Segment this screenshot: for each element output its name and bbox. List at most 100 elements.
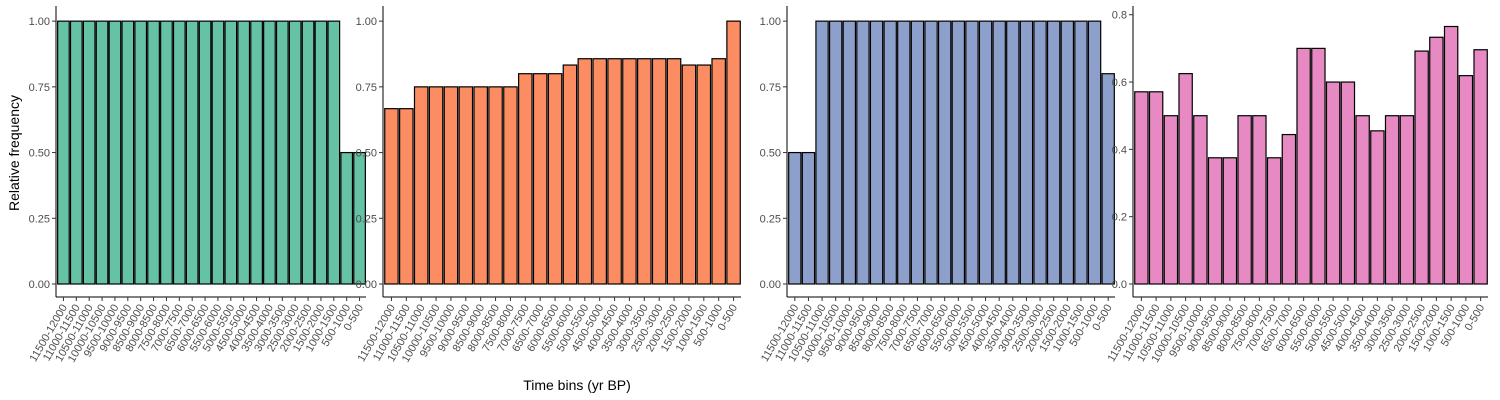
bar-7500-8000 [1252,115,1267,285]
bar-0-500 [726,20,741,285]
bar-500-1000 [340,151,354,285]
bar-8000-8500 [488,86,503,285]
bar-11000-11500 [1148,91,1164,285]
y-tick-label: 0.0 [1112,279,1127,291]
bar-4500-5000 [1340,81,1356,285]
bar-4000-4500 [1355,115,1370,285]
bar-4000-4500 [250,20,263,285]
y-tick-label: 0.50 [760,148,781,160]
bar-9000-9500 [856,20,870,285]
bar-3500-4000 [1006,20,1020,285]
bar-6000-6500 [547,73,563,285]
bar-3000-3500 [637,58,652,285]
chart-panel-4: 0.00.20.40.60.811500-1200011000-11500105… [1106,6,1488,365]
y-tick-label: 0.4 [1112,144,1127,156]
bar-4500-5000 [237,20,251,285]
y-tick-label: 0.50 [29,148,50,160]
bar-10500-11000 [1163,115,1179,285]
y-tick-label: 0.8 [1112,10,1127,22]
bar-5500-6000 [1311,47,1326,285]
bar-11500-12000 [384,108,399,285]
bar-6500-7000 [1281,133,1297,285]
bar-1000-1500 [1443,25,1459,285]
bar-500-1000 [1458,75,1474,285]
panels: 0.000.250.500.751.0011500-1200011000-115… [28,6,1488,365]
bar-6500-7000 [185,20,199,285]
bar-3500-4000 [263,20,276,285]
bar-1000-1500 [1074,20,1088,285]
bar-6500-7000 [532,73,548,285]
bar-5000-5500 [1325,81,1341,285]
bar-5500-6000 [951,20,966,285]
y-tick-label: 0.25 [760,213,781,225]
bar-9500-10000 [108,20,122,285]
bar-2000-2500 [666,58,682,285]
bar-1500-2000 [1429,36,1444,285]
bar-4000-4500 [992,20,1006,285]
bar-3500-4000 [622,58,637,285]
bar-10000-10500 [428,86,444,285]
y-tick-label: 0.50 [356,148,377,160]
bar-0-500 [1473,49,1488,285]
bar-2000-2500 [301,20,315,285]
bar-2500-3000 [1399,115,1415,285]
bar-2500-3000 [1033,20,1047,285]
bar-10500-11000 [413,86,429,285]
bar-11500-12000 [57,20,70,285]
bar-5000-5500 [965,20,979,285]
bar-8000-8500 [1237,115,1252,285]
bar-3000-3500 [1384,115,1400,285]
y-tick-label: 0.25 [356,213,377,225]
chart-panel-2: 0.000.250.500.751.0011500-1200011000-115… [356,6,741,365]
bar-1500-2000 [314,20,328,285]
bar-8000-8500 [883,20,897,285]
bar-10000-10500 [1178,73,1193,285]
bar-11000-11500 [69,20,83,285]
bar-9000-9500 [121,20,135,285]
bar-500-1000 [1087,20,1102,285]
chart-panel-3: 0.000.250.500.751.0011500-1200011000-115… [759,6,1115,365]
bar-7500-8000 [160,20,173,285]
bar-3000-3500 [275,20,289,285]
y-tick-label: 0.2 [1112,212,1127,224]
chart-panel-1: 0.000.250.500.751.0011500-1200011000-115… [28,6,366,365]
bar-7000-7500 [910,20,925,285]
bar-5500-6000 [211,20,225,285]
bar-8500-9000 [1222,157,1238,285]
bar-3000-3500 [1019,20,1034,285]
bar-6000-6500 [937,20,952,285]
bar-10500-11000 [815,20,829,285]
bar-5000-5500 [577,58,593,285]
y-tick-label: 1.00 [760,16,781,28]
bar-5000-5500 [224,20,238,285]
bar-0-500 [1101,73,1115,285]
x-axis-title: Time bins (yr BP) [523,377,631,393]
y-tick-label: 0.75 [760,82,781,94]
bar-9500-10000 [443,86,459,285]
bar-4500-5000 [592,58,607,285]
bar-9500-10000 [1193,115,1208,285]
bar-7500-8000 [503,86,518,285]
bar-8000-8500 [147,20,160,285]
bar-6000-6500 [1296,47,1311,285]
y-tick-label: 0.25 [29,213,50,225]
bar-7000-7500 [518,73,533,285]
bar-7000-7500 [1266,157,1282,285]
bar-6000-6500 [198,20,212,285]
bar-9500-10000 [842,20,857,285]
bar-7500-8000 [897,20,911,285]
bar-0-500 [353,151,366,285]
bar-3500-4000 [1370,130,1385,285]
bar-10000-10500 [95,20,109,285]
y-tick-label: 0.00 [29,279,50,291]
bar-9000-9500 [1207,157,1223,285]
bar-1000-1500 [327,20,341,285]
bar-4500-5000 [978,20,993,285]
bar-1500-2000 [681,64,697,285]
bar-2000-2500 [1414,50,1429,285]
bar-11500-12000 [1134,91,1149,285]
bar-9000-9500 [458,86,474,285]
y-tick-label: 0.00 [356,279,377,291]
y-tick-label: 1.00 [29,16,50,28]
